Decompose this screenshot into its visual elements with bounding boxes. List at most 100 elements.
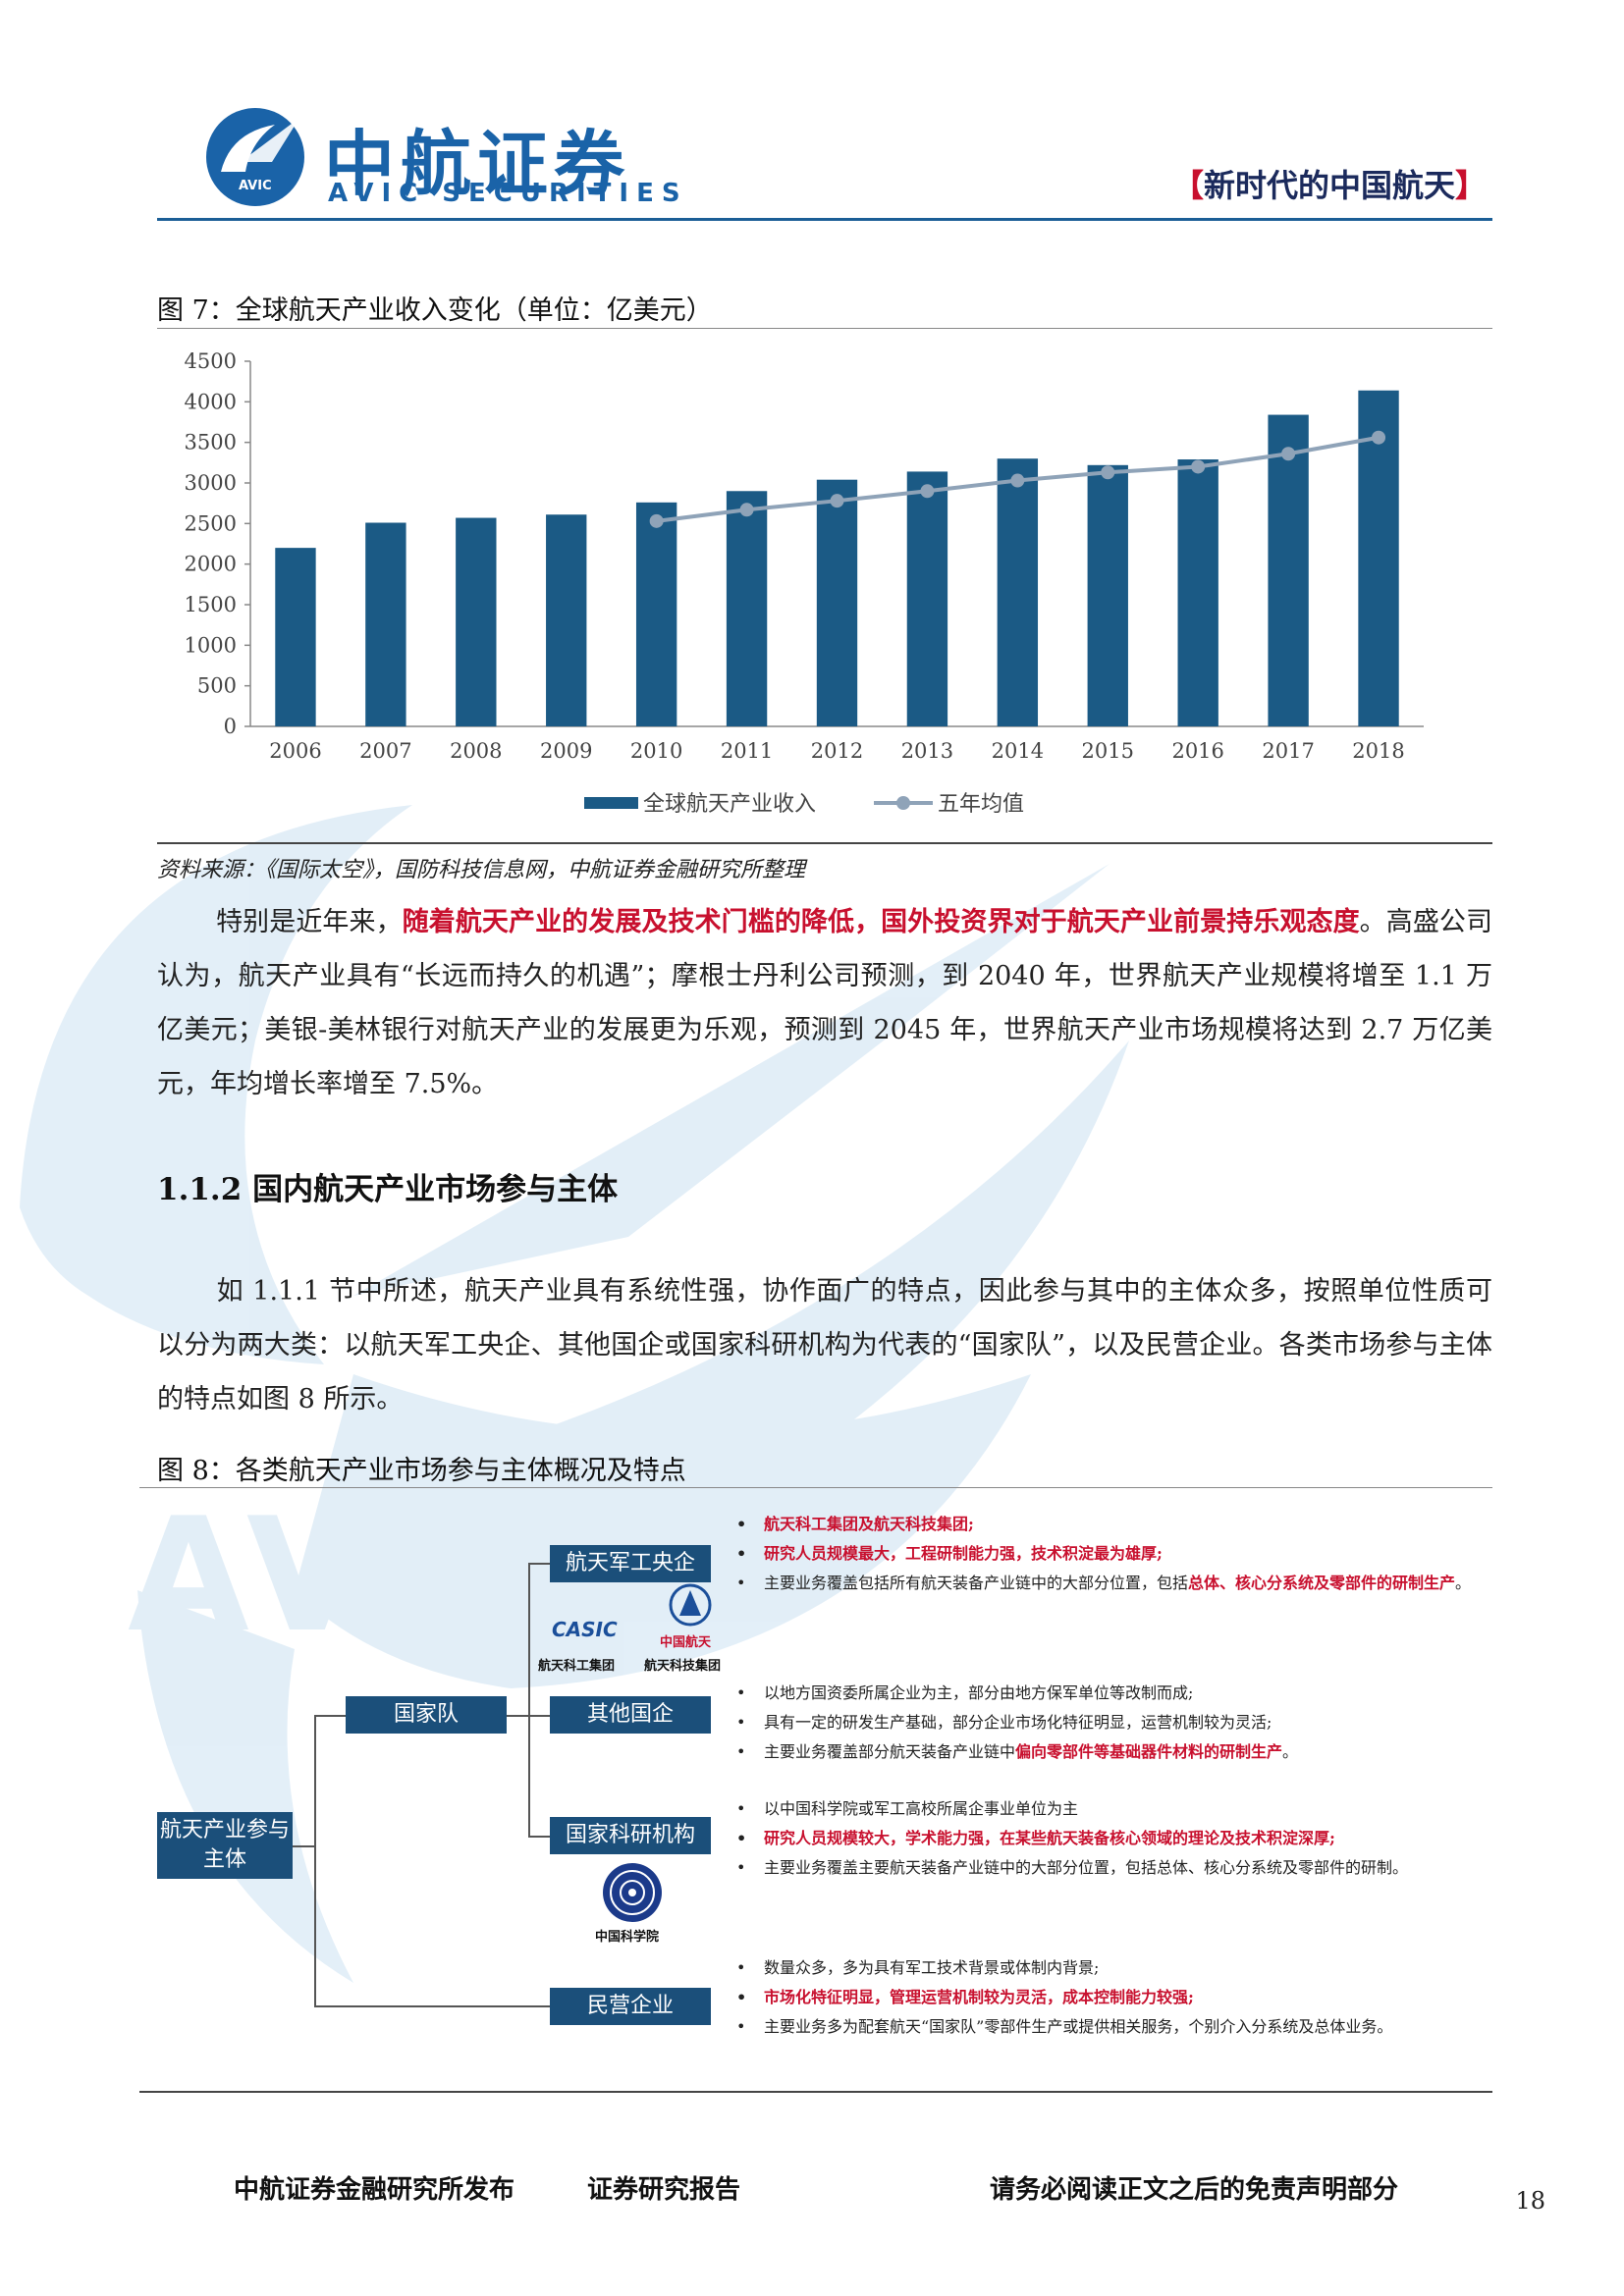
casc-label: 航天科技集团 xyxy=(644,1659,722,1674)
line-point xyxy=(739,503,754,517)
casic-logo: CASIC xyxy=(552,1618,618,1641)
figure8-caption: 图 8：各类航天产业市场参与主体概况及特点 xyxy=(157,1456,686,1486)
x-tick-label: 2016 xyxy=(1171,739,1223,763)
line-point xyxy=(830,494,844,508)
paragraph-2: 如 1.1.1 节中所述，航天产业具有系统性强，协作面广的特点，因此参与其中的主… xyxy=(157,1276,1492,1415)
logo-badge-text: AVIC xyxy=(239,179,272,193)
figure7-bottom-rule xyxy=(157,842,1492,844)
x-tick-label: 2015 xyxy=(1082,739,1134,763)
tree-connector xyxy=(314,1715,316,2005)
x-tick-label: 2013 xyxy=(901,739,953,763)
bar xyxy=(906,471,948,726)
footer-publisher: 中航证券金融研究所发布 xyxy=(234,2175,515,2205)
bar xyxy=(997,458,1039,726)
x-tick-label: 2006 xyxy=(269,739,321,763)
x-tick-label: 2011 xyxy=(721,739,773,763)
bar xyxy=(816,479,858,726)
x-tick-label: 2010 xyxy=(630,739,682,763)
figure8-top-rule xyxy=(139,1487,1492,1488)
cas-logo-icon xyxy=(603,1863,662,1922)
list-item: 主要业务覆盖包括所有航天装备产业链中的大部分位置，包括总体、核心分系统及零部件的… xyxy=(727,1569,1483,1598)
list-item: 以地方国资委所属企业为主，部分由地方保军单位等改制而成; xyxy=(727,1679,1483,1708)
y-tick-label: 1500 xyxy=(185,593,237,616)
x-tick-label: 2017 xyxy=(1262,739,1314,763)
x-tick-label: 2012 xyxy=(811,739,863,763)
y-tick-label: 1000 xyxy=(185,633,237,657)
bar xyxy=(1358,390,1399,726)
bar xyxy=(275,548,316,726)
list-item: 以中国科学院或军工高校所属企事业单位为主 xyxy=(727,1794,1483,1824)
central-soe-points: 航天科工集团及航天科技集团; 研究人员规模最大，工程研制能力强，技术积淀最为雄厚… xyxy=(727,1510,1483,1598)
y-tick-label: 2500 xyxy=(185,511,237,535)
y-tick-label: 3000 xyxy=(185,471,237,495)
tree-connector xyxy=(528,1563,550,1565)
list-item: 航天科工集团及航天科技集团; xyxy=(727,1510,1483,1539)
figure8-bottom-rule xyxy=(139,2091,1492,2093)
bar xyxy=(365,522,406,726)
line-point xyxy=(1372,430,1386,445)
page-number: 18 xyxy=(1515,2187,1545,2215)
line-point xyxy=(920,484,935,499)
bar xyxy=(456,517,497,726)
private-enterprise-node: 民营企业 xyxy=(550,1988,711,2025)
line-point xyxy=(1101,465,1115,480)
section-heading: 1.1.2 国内航天产业市场参与主体 xyxy=(157,1172,619,1207)
x-tick-label: 2008 xyxy=(450,739,502,763)
bar xyxy=(1087,464,1128,726)
other-soe-node: 其他国企 xyxy=(550,1696,711,1734)
tree-connector xyxy=(528,1563,530,1838)
avic-logo-icon: AVIC xyxy=(206,108,304,206)
paragraph-1: 特别是近年来，随着航天产业的发展及技术门槛的降低，国外投资界对于航天产业前景持乐… xyxy=(157,907,1493,1099)
y-tick-label: 3500 xyxy=(185,431,237,454)
national-team-node: 国家队 xyxy=(346,1696,507,1734)
tree-connector xyxy=(314,1715,346,1717)
logo-english: AVIC SECURITIES xyxy=(328,179,688,208)
footer-report-type: 证券研究报告 xyxy=(587,2175,741,2205)
other-soe-points: 以地方国资委所属企业为主，部分由地方保军单位等改制而成; 具有一定的研发生产基础… xyxy=(727,1679,1483,1767)
list-item: 主要业务覆盖部分航天装备产业链中偏向零部件等基础器件材料的研制生产。 xyxy=(727,1737,1483,1767)
line-point xyxy=(1191,459,1206,474)
x-tick-label: 2009 xyxy=(540,739,592,763)
list-item: 具有一定的研发生产基础，部分企业市场化特征明显，运营机制较为灵活; xyxy=(727,1708,1483,1737)
list-item: 研究人员规模较大，学术能力强，在某些航天装备核心领域的理论及技术积淀深厚; xyxy=(727,1824,1483,1853)
legend-bar-label: 全球航天产业收入 xyxy=(643,792,816,817)
report-series-title: 【新时代的中国航天】 xyxy=(1171,167,1487,204)
footer-disclaimer: 请务必阅读正文之后的免责声明部分 xyxy=(990,2175,1399,2205)
figure7-caption: 图 7：全球航天产业收入变化（单位：亿美元） xyxy=(157,295,713,326)
bar xyxy=(726,491,768,726)
x-tick-label: 2014 xyxy=(992,739,1044,763)
bar xyxy=(546,514,587,726)
tree-connector xyxy=(507,1715,528,1717)
tree-connector xyxy=(528,1715,550,1717)
list-item: 主要业务覆盖主要航天装备产业链中的大部分位置，包括总体、核心分系统及零部件的研制… xyxy=(727,1853,1483,1883)
list-item: 市场化特征明显，管理运营机制较为灵活，成本控制能力较强; xyxy=(727,1983,1483,2012)
y-tick-label: 4500 xyxy=(185,349,237,373)
central-soe-node: 航天军工央企 xyxy=(550,1545,711,1582)
root-node: 航天产业参与主体 xyxy=(157,1812,293,1879)
research-institute-node: 国家科研机构 xyxy=(550,1817,711,1854)
casc-logo-icon xyxy=(669,1583,712,1627)
list-item: 研究人员规模最大，工程研制能力强，技术积淀最为雄厚; xyxy=(727,1539,1483,1569)
casic-label: 航天科工集团 xyxy=(538,1659,616,1674)
legend-line-label: 五年均值 xyxy=(938,792,1024,817)
line-point xyxy=(649,513,664,528)
tree-connector xyxy=(314,2005,550,2007)
cas-label: 中国科学院 xyxy=(595,1930,660,1945)
list-item: 主要业务多为配套航天“国家队”零部件生产或提供相关服务，个别介入分系统及总体业务… xyxy=(727,2012,1483,2042)
x-tick-label: 2018 xyxy=(1352,739,1404,763)
x-tick-label: 2007 xyxy=(359,739,411,763)
private-points: 数量众多，多为具有军工技术背景或体制内背景; 市场化特征明显，管理运营机制较为灵… xyxy=(727,1953,1483,2042)
figure7-top-rule xyxy=(157,328,1492,329)
figure7-chart: 0 500 1000 1500 2000 2500 3000 3500 4000 4500 2006… xyxy=(185,349,1424,817)
bar xyxy=(1268,414,1309,726)
line-point xyxy=(1010,473,1025,488)
y-tick-label: 2000 xyxy=(185,553,237,576)
header-rule xyxy=(157,218,1492,221)
y-tick-label: 0 xyxy=(224,715,237,738)
line-point xyxy=(1281,447,1296,461)
svg-text:AVIC: AVIC xyxy=(128,1483,566,1667)
tree-connector xyxy=(293,1845,314,1847)
legend-bar-swatch xyxy=(584,797,638,809)
research-points: 以中国科学院或军工高校所属企事业单位为主 研究人员规模较大，学术能力强，在某些航… xyxy=(727,1794,1483,1883)
logo-chinese: 中航证券 xyxy=(324,123,631,205)
